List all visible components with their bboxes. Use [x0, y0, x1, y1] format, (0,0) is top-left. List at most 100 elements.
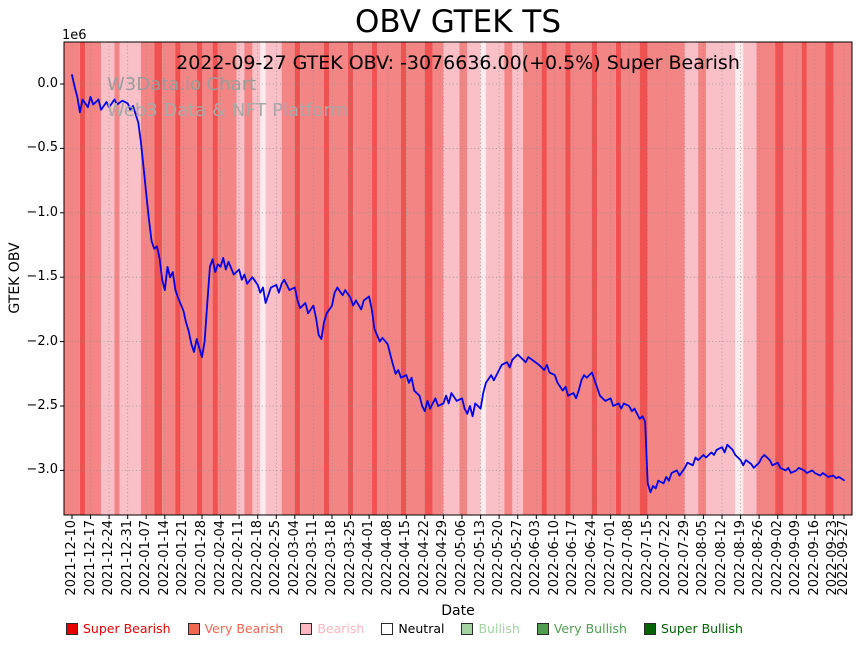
- x-tick-label: 2022-01-07: [138, 520, 154, 596]
- sentiment-band: [592, 42, 598, 515]
- sentiment-band: [85, 42, 102, 515]
- sentiment-band: [281, 42, 295, 515]
- sentiment-legend: Super Bearish Very Bearish Bearish Neutral B…: [66, 621, 826, 636]
- legend-label: Bullish: [478, 621, 520, 636]
- x-tick-label: 2022-09-16: [806, 520, 822, 596]
- x-tick-label: 2022-08-26: [751, 520, 767, 596]
- sentiment-band: [684, 42, 699, 515]
- sentiment-band: [154, 42, 163, 515]
- x-tick-label: 2022-04-15: [398, 520, 414, 596]
- x-tick-label: 2022-05-20: [491, 520, 507, 596]
- legend-label: Very Bullish: [553, 621, 627, 636]
- x-tick-label: 2022-02-11: [231, 520, 247, 596]
- x-tick-label: 2022-08-19: [732, 520, 748, 596]
- legend-swatch-icon: [536, 622, 549, 635]
- sentiment-band: [202, 42, 213, 515]
- sentiment-band: [743, 42, 757, 515]
- sentiment-band: [236, 42, 245, 515]
- sentiment-band: [825, 42, 834, 515]
- sentiment-band: [406, 42, 425, 515]
- sentiment-band: [180, 42, 197, 515]
- sentiment-band: [698, 42, 707, 515]
- x-tick-label: 2022-02-18: [249, 520, 265, 596]
- x-tick-label: 2022-04-01: [361, 520, 377, 596]
- x-tick-label: 2021-12-17: [82, 520, 98, 596]
- sentiment-band: [401, 42, 407, 515]
- sentiment-band: [647, 42, 685, 515]
- x-tick-label: 2022-06-03: [528, 520, 544, 596]
- sentiment-band: [775, 42, 784, 515]
- sentiment-band: [783, 42, 802, 515]
- y-tick-label: −0.5: [26, 140, 58, 156]
- x-tick-label: 2022-08-05: [695, 520, 711, 596]
- y-tick-label: −1.5: [26, 269, 58, 285]
- sentiment-band: [833, 42, 852, 515]
- sentiment-band: [212, 42, 218, 515]
- sentiment-band: [735, 42, 744, 515]
- obv-line: [71, 74, 845, 494]
- y-axis-offset-label: 1e6: [62, 28, 87, 43]
- sentiment-band: [639, 42, 648, 515]
- x-tick-label: 2022-01-21: [175, 520, 191, 596]
- x-tick-label: 2022-07-29: [676, 520, 692, 596]
- x-tick-label: 2022-01-14: [156, 520, 172, 596]
- x-tick-label: 2022-05-13: [472, 520, 488, 596]
- x-tick-label: 2022-05-27: [509, 520, 525, 596]
- legend-item-super-bullish: Super Bullish: [643, 621, 743, 636]
- chart-subtitle: 2022-09-27 GTEK OBV: -3076636.00(+0.5%) …: [176, 52, 740, 74]
- x-tick-label: 2022-09-09: [788, 520, 804, 596]
- legend-swatch-icon: [381, 622, 394, 635]
- sentiment-band: [294, 42, 301, 515]
- sentiment-band: [353, 42, 372, 515]
- x-tick-label: 2022-04-29: [435, 520, 451, 596]
- sentiment-band: [300, 42, 324, 515]
- sentiment-band: [196, 42, 202, 515]
- sentiment-band: [756, 42, 776, 515]
- x-tick-label: 2022-06-24: [583, 520, 599, 596]
- sentiment-band: [523, 42, 542, 515]
- sentiment-band: [615, 42, 622, 515]
- sentiment-band: [512, 42, 523, 515]
- x-tick-label: 2022-05-06: [453, 520, 469, 596]
- x-tick-label: 2022-08-12: [713, 520, 729, 596]
- sentiment-band: [252, 42, 261, 515]
- legend-swatch-icon: [187, 622, 200, 635]
- sentiment-band: [265, 42, 282, 515]
- x-tick-label: 2022-07-01: [602, 520, 618, 596]
- x-tick-label: 2022-09-27: [836, 520, 852, 596]
- sentiment-band: [371, 42, 378, 515]
- x-tick-label: 2022-09-02: [769, 520, 785, 596]
- y-tick-label: −1.0: [26, 204, 58, 220]
- legend-item-super-bearish: Super Bearish: [66, 621, 171, 636]
- x-tick-label: 2022-02-04: [212, 520, 228, 596]
- x-tick-label: 2022-01-28: [193, 520, 209, 596]
- sentiment-band: [114, 42, 120, 515]
- x-tick-label: 2022-04-22: [416, 520, 432, 596]
- sentiment-band: [806, 42, 826, 515]
- legend-swatch-icon: [643, 622, 656, 635]
- sentiment-band: [621, 42, 640, 515]
- x-tick-label: 2022-03-11: [305, 520, 321, 596]
- legend-item-very-bullish: Very Bullish: [536, 621, 627, 636]
- sentiment-band: [79, 42, 86, 515]
- x-tick-label: 2022-06-17: [565, 520, 581, 596]
- sentiment-band: [347, 42, 354, 515]
- sentiment-band: [504, 42, 513, 515]
- sentiment-band: [244, 42, 253, 515]
- x-tick-label: 2022-07-15: [639, 520, 655, 596]
- plot-border: [63, 41, 853, 516]
- x-tick-label: 2022-07-22: [658, 520, 674, 596]
- chart-title: OBV GTEK TS: [354, 4, 561, 40]
- sentiment-band: [443, 42, 460, 515]
- legend-swatch-icon: [300, 622, 313, 635]
- sentiment-band: [597, 42, 616, 515]
- x-tick-label: 2022-04-08: [379, 520, 395, 596]
- x-tick-label: 2022-07-08: [621, 520, 637, 596]
- sentiment-band: [424, 42, 433, 515]
- x-tick-label: 2022-03-04: [286, 520, 302, 596]
- x-tick-label: 2022-03-25: [342, 520, 358, 596]
- sentiment-band: [377, 42, 401, 515]
- legend-label: Bearish: [317, 621, 365, 636]
- x-tick-label: 2021-12-24: [101, 520, 117, 596]
